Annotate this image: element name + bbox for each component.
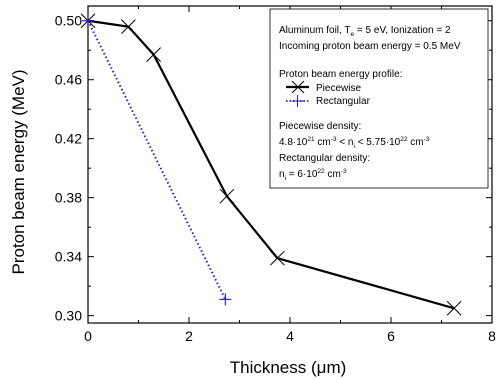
- legend-rectangular-marker: [291, 95, 304, 107]
- legend-label-piecewise: Piecewise: [316, 83, 361, 94]
- piecewise-point: [121, 19, 136, 34]
- rectangular-point: [82, 14, 94, 27]
- piecewise-point: [219, 188, 235, 204]
- piecewise-point-stroke: [146, 47, 162, 63]
- axes: 0 2 4 6 8 0.30 0.34 0.38 0.42 0.46 0.50: [55, 5, 496, 344]
- rectangular-point: [219, 293, 232, 306]
- piecewise-point-stroke: [270, 250, 285, 266]
- piecewise-point: [446, 300, 462, 316]
- piecewise-point: [270, 250, 285, 266]
- piecewise-density-range: 4.8·1021 cm-3 < ni < 5.75·1022 cm-3: [279, 136, 430, 150]
- y-tick-label: 0.46: [55, 72, 82, 88]
- legend-item-rectangular: Rectangular: [286, 95, 371, 107]
- x-tick-label: 8: [488, 328, 496, 344]
- y-tick-label: 0.30: [55, 308, 82, 324]
- info-line-material: Aluminum foil, Te = 5 eV, Ionization = 2: [279, 25, 451, 38]
- rectangular-density-value: ni = 6·1022 cm-3: [279, 168, 347, 182]
- y-axis-title: Proton beam energy (MeV): [9, 69, 28, 274]
- legend-item-piecewise: Piecewise: [286, 80, 361, 94]
- piecewise-density-title: Piecewise density:: [279, 121, 361, 132]
- series-layer: [80, 13, 462, 316]
- piecewise-point-stroke: [446, 300, 462, 316]
- x-tick-label: 4: [286, 328, 294, 344]
- info-box-frame: [269, 8, 489, 189]
- piecewise-point-stroke: [121, 19, 136, 34]
- legend-piecewise-marker: [291, 80, 305, 94]
- y-tick-label: 0.42: [55, 131, 82, 147]
- y-tick-label: 0.50: [55, 13, 82, 29]
- y-tick-label: 0.38: [55, 190, 82, 206]
- legend-title: Proton beam energy profile:: [279, 69, 402, 80]
- piecewise-point: [146, 47, 162, 63]
- series-piecewise-line: [87, 19, 455, 310]
- x-tick-label: 2: [185, 328, 193, 344]
- y-tick-label: 0.34: [55, 249, 82, 265]
- x-axis-title: Thickness (μm): [230, 358, 347, 377]
- legend-label-rectangular: Rectangular: [316, 96, 371, 107]
- x-tick-label: 0: [84, 328, 92, 344]
- x-tick-label: 6: [387, 328, 395, 344]
- info-line-beam-energy: Incoming proton beam energy = 0.5 MeV: [279, 41, 461, 52]
- piecewise-point-stroke: [219, 188, 235, 204]
- info-box: Aluminum foil, Te = 5 eV, Ionization = 2…: [269, 8, 489, 189]
- rectangular-density-title: Rectangular density:: [279, 153, 370, 164]
